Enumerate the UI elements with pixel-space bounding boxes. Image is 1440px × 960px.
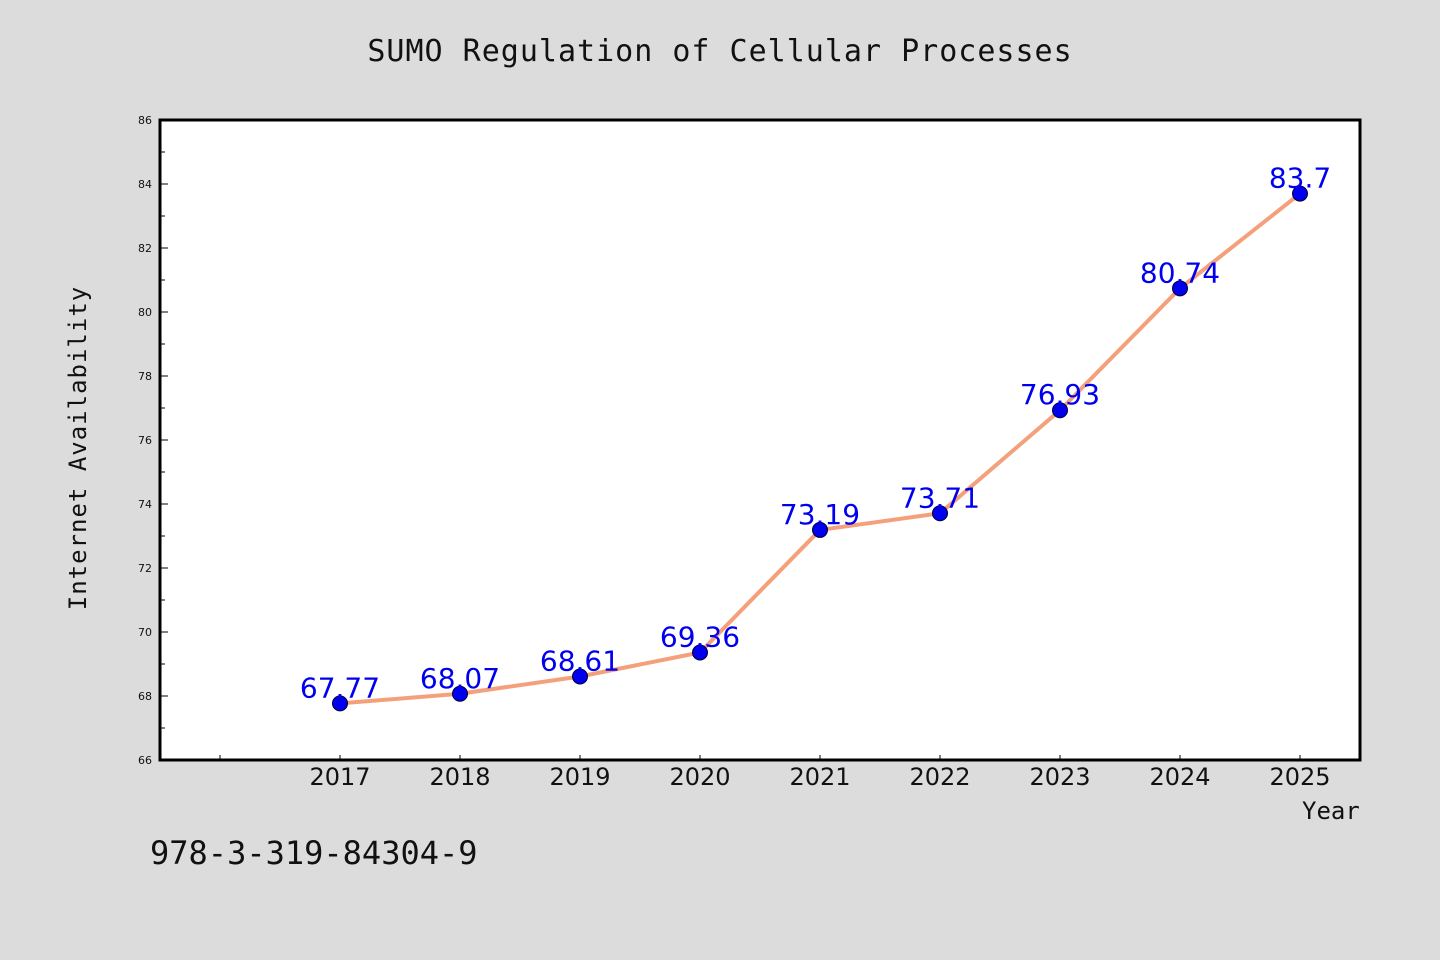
data-point xyxy=(1292,185,1308,202)
y-tick-label: 86 xyxy=(138,114,152,127)
data-point xyxy=(812,521,828,538)
x-tick-label: 2025 xyxy=(1269,763,1330,791)
x-tick-label: 2021 xyxy=(789,763,850,791)
isbn-footnote: 978-3-319-84304-9 xyxy=(150,834,478,872)
x-tick-label: 2018 xyxy=(429,763,490,791)
y-tick-label: 76 xyxy=(138,434,152,447)
data-point xyxy=(932,505,948,522)
y-tick-label: 72 xyxy=(138,562,152,575)
x-tick-label: 2024 xyxy=(1149,763,1210,791)
data-point xyxy=(332,695,348,712)
y-tick-label: 84 xyxy=(138,178,152,191)
x-tick-label: 2023 xyxy=(1029,763,1090,791)
data-point xyxy=(1172,280,1188,297)
plot-area xyxy=(160,120,1360,760)
x-tick-label: 2020 xyxy=(669,763,730,791)
data-label: 69.36 xyxy=(660,620,740,653)
y-tick-label: 68 xyxy=(138,690,152,703)
y-tick-label: 82 xyxy=(138,242,152,255)
data-label: 67.77 xyxy=(300,671,380,704)
data-label: 83.7 xyxy=(1269,162,1331,195)
x-tick-label: 2022 xyxy=(909,763,970,791)
plot-frame xyxy=(158,118,1362,762)
y-tick-label: 66 xyxy=(138,754,152,767)
y-tick-label: 74 xyxy=(138,498,152,511)
data-label: 73.71 xyxy=(900,481,980,514)
data-label: 68.61 xyxy=(540,644,620,677)
y-tick-label: 70 xyxy=(138,626,152,639)
data-point xyxy=(1052,402,1068,419)
data-point xyxy=(692,644,708,661)
data-label: 80.74 xyxy=(1140,256,1220,289)
x-tick-label: 2017 xyxy=(309,763,370,791)
data-label: 73.19 xyxy=(780,498,860,531)
data-point xyxy=(452,685,468,702)
y-tick-label: 80 xyxy=(138,306,152,319)
chart-title: SUMO Regulation of Cellular Processes xyxy=(367,34,1073,69)
data-label: 68.07 xyxy=(420,662,500,695)
data-label: 76.93 xyxy=(1020,378,1100,411)
data-point xyxy=(572,668,588,685)
x-axis-label: Year xyxy=(1302,797,1360,825)
y-tick-label: 78 xyxy=(138,370,152,383)
x-tick-label: 2019 xyxy=(549,763,610,791)
